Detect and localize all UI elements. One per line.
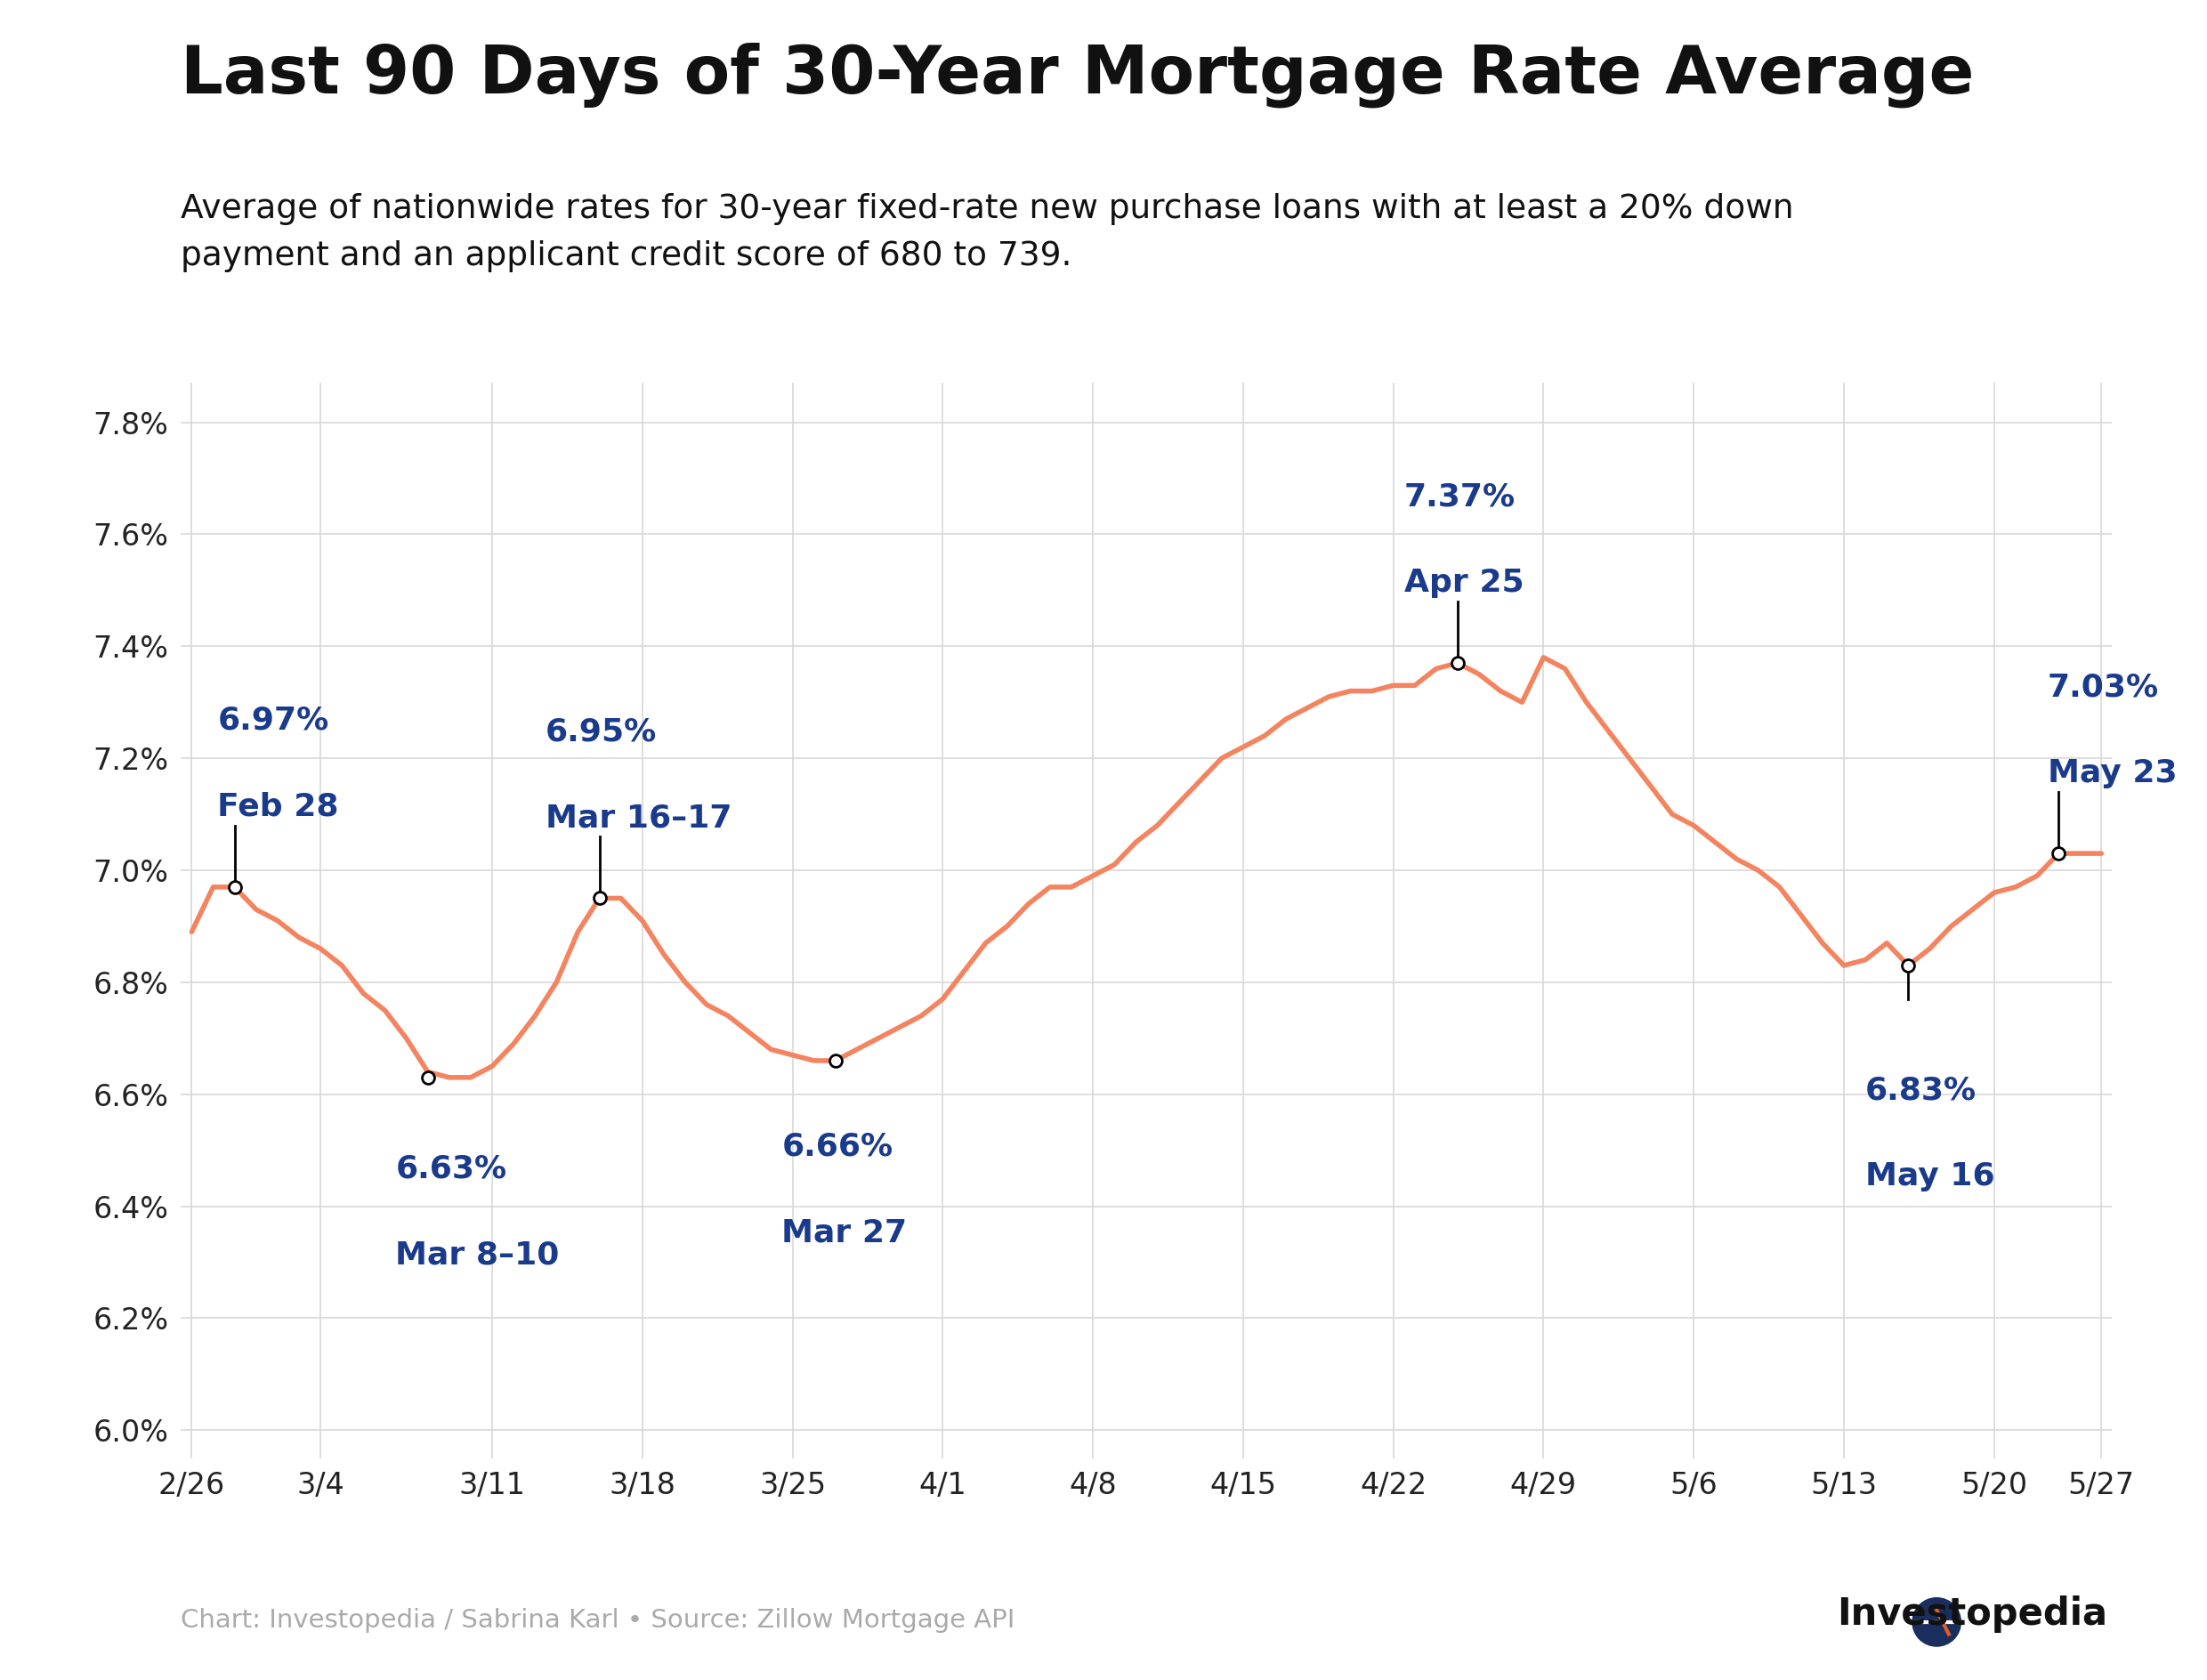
Text: 7.03%: 7.03% [2048, 672, 2158, 702]
Text: May 16: May 16 [1865, 1161, 1995, 1191]
Text: Chart: Investopedia / Sabrina Karl • Source: Zillow Mortgage API: Chart: Investopedia / Sabrina Karl • Sou… [181, 1608, 1015, 1633]
Text: Apr 25: Apr 25 [1404, 568, 1523, 598]
Text: Mar 16–17: Mar 16–17 [545, 803, 733, 833]
Text: Last 90 Days of 30-Year Mortgage Rate Average: Last 90 Days of 30-Year Mortgage Rate Av… [181, 42, 1975, 108]
Text: Mar 8–10: Mar 8–10 [395, 1240, 561, 1270]
Text: 6.97%: 6.97% [218, 706, 329, 736]
Text: Average of nationwide rates for 30-year fixed-rate new purchase loans with at le: Average of nationwide rates for 30-year … [181, 193, 1794, 272]
Text: Feb 28: Feb 28 [218, 791, 340, 822]
Text: Investopedia: Investopedia [1836, 1596, 2108, 1633]
Text: Mar 27: Mar 27 [781, 1218, 907, 1248]
Text: May 23: May 23 [2048, 758, 2178, 788]
Text: 6.63%: 6.63% [395, 1154, 508, 1184]
Ellipse shape [1911, 1598, 1962, 1646]
Text: 6.95%: 6.95% [545, 717, 658, 748]
Text: 7.37%: 7.37% [1404, 482, 1516, 512]
Text: 6.66%: 6.66% [781, 1131, 894, 1161]
Text: 6.83%: 6.83% [1865, 1075, 1977, 1105]
